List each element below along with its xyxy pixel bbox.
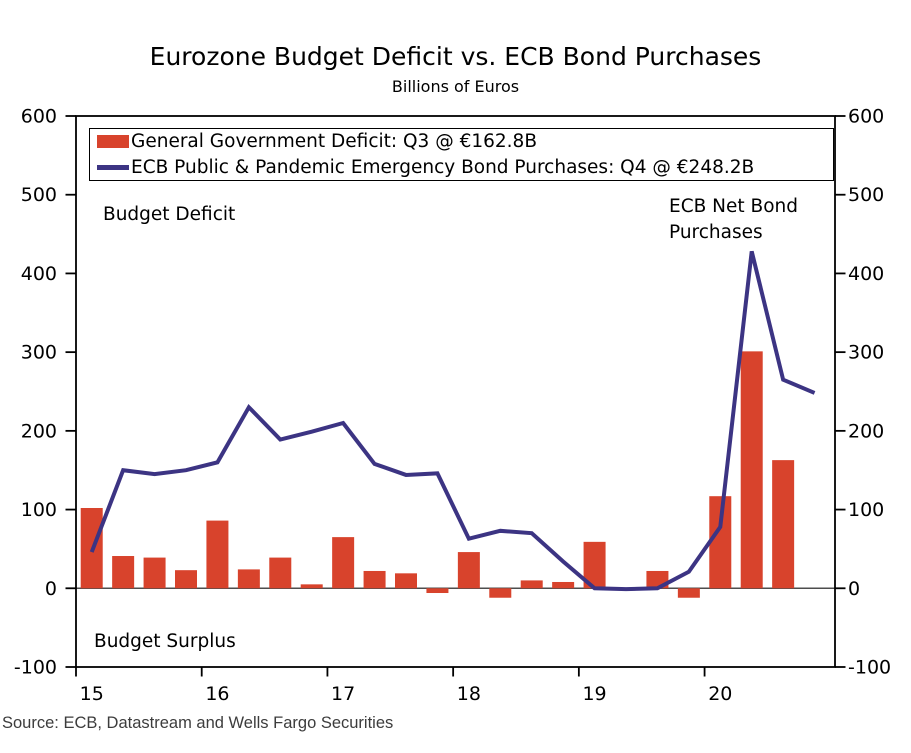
- annotation-budget-deficit: Budget Deficit: [103, 204, 236, 225]
- bar-2015Q2: [112, 556, 135, 589]
- y-tick-label-right: 500: [848, 184, 884, 206]
- y-tick-label-right: -100: [848, 657, 891, 679]
- y-tick-label-left: -100: [14, 657, 57, 679]
- ecb-purchases-line: [89, 250, 816, 592]
- source-note: Source: ECB, Datastream and Wells Fargo …: [2, 714, 394, 732]
- y-tick-label-left: 600: [21, 106, 57, 128]
- bar-2019Q4: [677, 588, 700, 598]
- plot-border: [75, 115, 836, 668]
- bar-2018Q4: [552, 581, 575, 589]
- bar-2020Q3: [772, 460, 795, 589]
- y-tick-label-left: 100: [21, 499, 57, 521]
- y-tick-label-right: 0: [848, 578, 860, 600]
- y-tick-label-left: 500: [21, 184, 57, 206]
- bar-2017Q1: [332, 537, 355, 589]
- x-tick-label: 20: [708, 683, 732, 705]
- y-tick-label-left: 400: [21, 263, 57, 285]
- y-tick-label-right: 200: [848, 420, 884, 442]
- chart-subtitle: Billions of Euros: [391, 77, 520, 96]
- bar-2018Q2: [489, 588, 512, 598]
- x-tick-label: 19: [582, 683, 606, 705]
- legend-label-deficit: General Government Deficit: Q3 @ €162.8B: [131, 131, 538, 152]
- bar-2016Q1: [206, 520, 229, 589]
- legend-item-ecb: ECB Public & Pandemic Emergency Bond Pur…: [97, 155, 833, 180]
- bar-2016Q4: [300, 584, 323, 589]
- chart-title: Eurozone Budget Deficit vs. ECB Bond Pur…: [149, 42, 762, 71]
- legend-item-deficit: General Government Deficit: Q3 @ €162.8B: [97, 129, 833, 154]
- y-tick-label-right: 300: [848, 342, 884, 364]
- legend-label-ecb: ECB Public & Pandemic Emergency Bond Pur…: [131, 157, 755, 178]
- x-tick-label: 15: [80, 683, 104, 705]
- y-tick-label-right: 600: [848, 106, 884, 128]
- bar-2015Q4: [175, 570, 197, 589]
- bar-2017Q3: [395, 573, 417, 589]
- x-tick-label: 16: [205, 683, 229, 705]
- bar-2020Q1: [709, 496, 732, 589]
- x-tick-label: 18: [457, 683, 481, 705]
- bar-2015Q3: [143, 557, 166, 589]
- bar-2017Q2: [363, 570, 386, 589]
- bar-2016Q2: [237, 569, 260, 589]
- legend: General Government Deficit: Q3 @ €162.8B…: [89, 128, 834, 181]
- bar-2017Q4: [426, 588, 449, 594]
- bar-2020Q2: [740, 351, 763, 589]
- y-tick-label-right: 400: [848, 263, 884, 285]
- y-tick-label-left: 200: [21, 420, 57, 442]
- bar-2019Q1: [583, 541, 606, 589]
- y-tick-label-left: 0: [45, 578, 57, 600]
- bar-2018Q1: [457, 552, 480, 589]
- y-tick-label-left: 300: [21, 342, 57, 364]
- deficit-bar-swatch-icon: [97, 135, 129, 148]
- annotation-budget-surplus: Budget Surplus: [94, 631, 236, 652]
- x-tick-label: 17: [331, 683, 355, 705]
- y-tick-label-right: 100: [848, 499, 884, 521]
- bar-2016Q3: [269, 557, 292, 589]
- ecb-line-swatch-icon: [97, 165, 129, 170]
- annotation-ecb-net-bond-purchases: ECB Net Bond Purchases: [669, 196, 799, 243]
- bar-2018Q3: [520, 580, 543, 589]
